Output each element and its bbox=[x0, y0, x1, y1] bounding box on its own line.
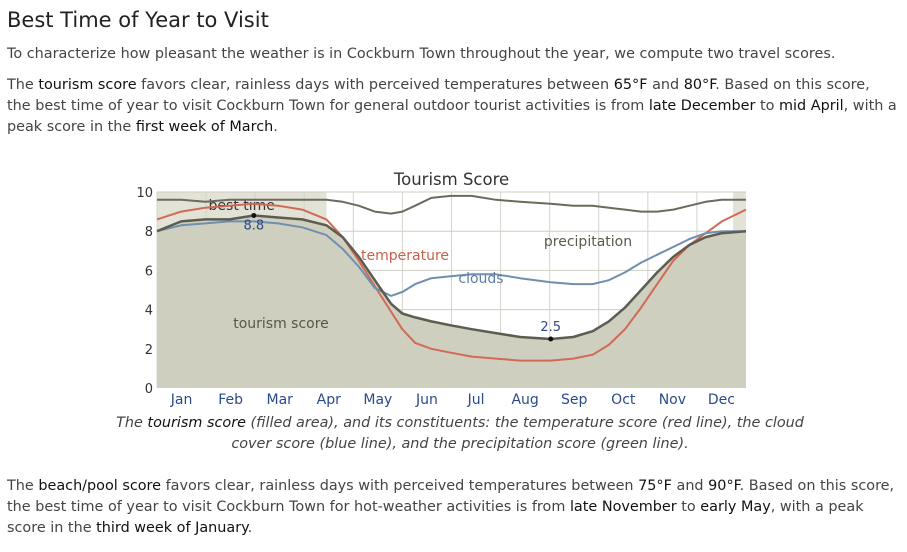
best-time-end: mid April bbox=[779, 98, 844, 114]
beach-text-1: The bbox=[7, 478, 39, 494]
beach-temp-high: 90°F bbox=[708, 478, 740, 494]
month-label-jan: Jan bbox=[170, 392, 193, 408]
month-label-aug: Aug bbox=[511, 392, 538, 408]
low-value-label: 2.5 bbox=[540, 320, 561, 335]
tourism-score-term: tourism score bbox=[38, 77, 137, 93]
beach-temp-low: 75°F bbox=[638, 478, 672, 494]
tourism-score-label: tourism score bbox=[233, 316, 329, 332]
chart-caption: The tourism score (filled area), and its… bbox=[100, 413, 820, 455]
temp-high-value: 80°F bbox=[683, 77, 716, 93]
beach-text-2: favors clear, rainless days with perceiv… bbox=[161, 478, 639, 494]
precipitation-label: precipitation bbox=[544, 234, 632, 250]
month-label-nov: Nov bbox=[659, 392, 686, 408]
temperature-line bbox=[156, 202, 747, 362]
beach-time-start: late November bbox=[569, 499, 677, 515]
month-label-oct: Oct bbox=[611, 392, 636, 408]
peak-week: first week of March bbox=[135, 119, 274, 135]
low-marker bbox=[548, 336, 554, 342]
peak-marker bbox=[251, 213, 257, 219]
tourism-text-7: . bbox=[273, 119, 278, 135]
tourism-text-4: . Based on this score, the best time of … bbox=[7, 77, 870, 114]
best-time-start: late December bbox=[648, 98, 756, 114]
beach-text-6: , with a peak score in the bbox=[7, 499, 864, 536]
peak-value-label: 8.8 bbox=[243, 219, 264, 234]
beach-text-7: . bbox=[247, 520, 253, 536]
clouds-line bbox=[156, 220, 746, 297]
tourism-score-chart: Tourism Score Jan Feb Mar Apr May Jun Jul Aug Sep… bbox=[136, 170, 747, 408]
beach-paragraph: The beach/pool score favors clear, rainl… bbox=[7, 476, 897, 539]
beach-text-4: . Based on this score, the best time of … bbox=[7, 478, 895, 515]
y-tick-label: 2 bbox=[145, 343, 153, 358]
temperature-label: temperature bbox=[361, 248, 449, 264]
tourism-paragraph: The tourism score favors clear, rainless… bbox=[7, 75, 897, 138]
tourism-text-1: The bbox=[7, 77, 39, 93]
month-label-dec: Dec bbox=[708, 392, 735, 408]
month-label-sep: Sep bbox=[561, 392, 588, 408]
beach-time-end: early May bbox=[700, 499, 771, 515]
best-time-label: best time bbox=[209, 198, 275, 214]
page-title: Best Time of Year to Visit bbox=[7, 8, 269, 32]
tourism-text-2: favors clear, rainless days with perceiv… bbox=[136, 77, 614, 93]
beach-text-5: to bbox=[676, 499, 701, 515]
caption-text-1: The bbox=[116, 415, 148, 431]
precipitation-line bbox=[157, 194, 746, 215]
month-label-mar: Mar bbox=[266, 392, 293, 408]
y-tick-label: 4 bbox=[145, 304, 153, 319]
intro-paragraph: To characterize how pleasant the weather… bbox=[7, 46, 836, 62]
tourism-score-line bbox=[156, 214, 747, 341]
caption-tourism-term: tourism score bbox=[147, 415, 246, 431]
temp-low-value: 65°F bbox=[613, 77, 648, 93]
beach-peak-week: third week of January bbox=[96, 520, 248, 536]
month-label-jul: Jul bbox=[467, 392, 485, 408]
y-tick-label: 8 bbox=[145, 225, 153, 240]
beach-text-3: and bbox=[671, 478, 709, 494]
chart-title: Tourism Score bbox=[393, 170, 509, 189]
month-label-jun: Jun bbox=[415, 392, 438, 408]
beach-score-term: beach/pool score bbox=[38, 478, 162, 494]
y-tick-label: 6 bbox=[145, 264, 153, 279]
tourism-text-6: , with a peak score in the bbox=[7, 98, 897, 135]
tourism-text-5: to bbox=[755, 98, 780, 114]
clouds-label: clouds bbox=[458, 271, 503, 287]
tourism-score-area bbox=[157, 215, 746, 388]
month-label-may: May bbox=[363, 392, 392, 408]
y-tick-label: 10 bbox=[136, 186, 153, 201]
month-label-feb: Feb bbox=[218, 392, 243, 408]
y-tick-label: 0 bbox=[145, 382, 153, 397]
caption-text-2: (filled area), and its constituents: the… bbox=[231, 415, 804, 452]
tourism-text-3: and bbox=[647, 77, 684, 93]
month-label-apr: Apr bbox=[317, 392, 341, 408]
